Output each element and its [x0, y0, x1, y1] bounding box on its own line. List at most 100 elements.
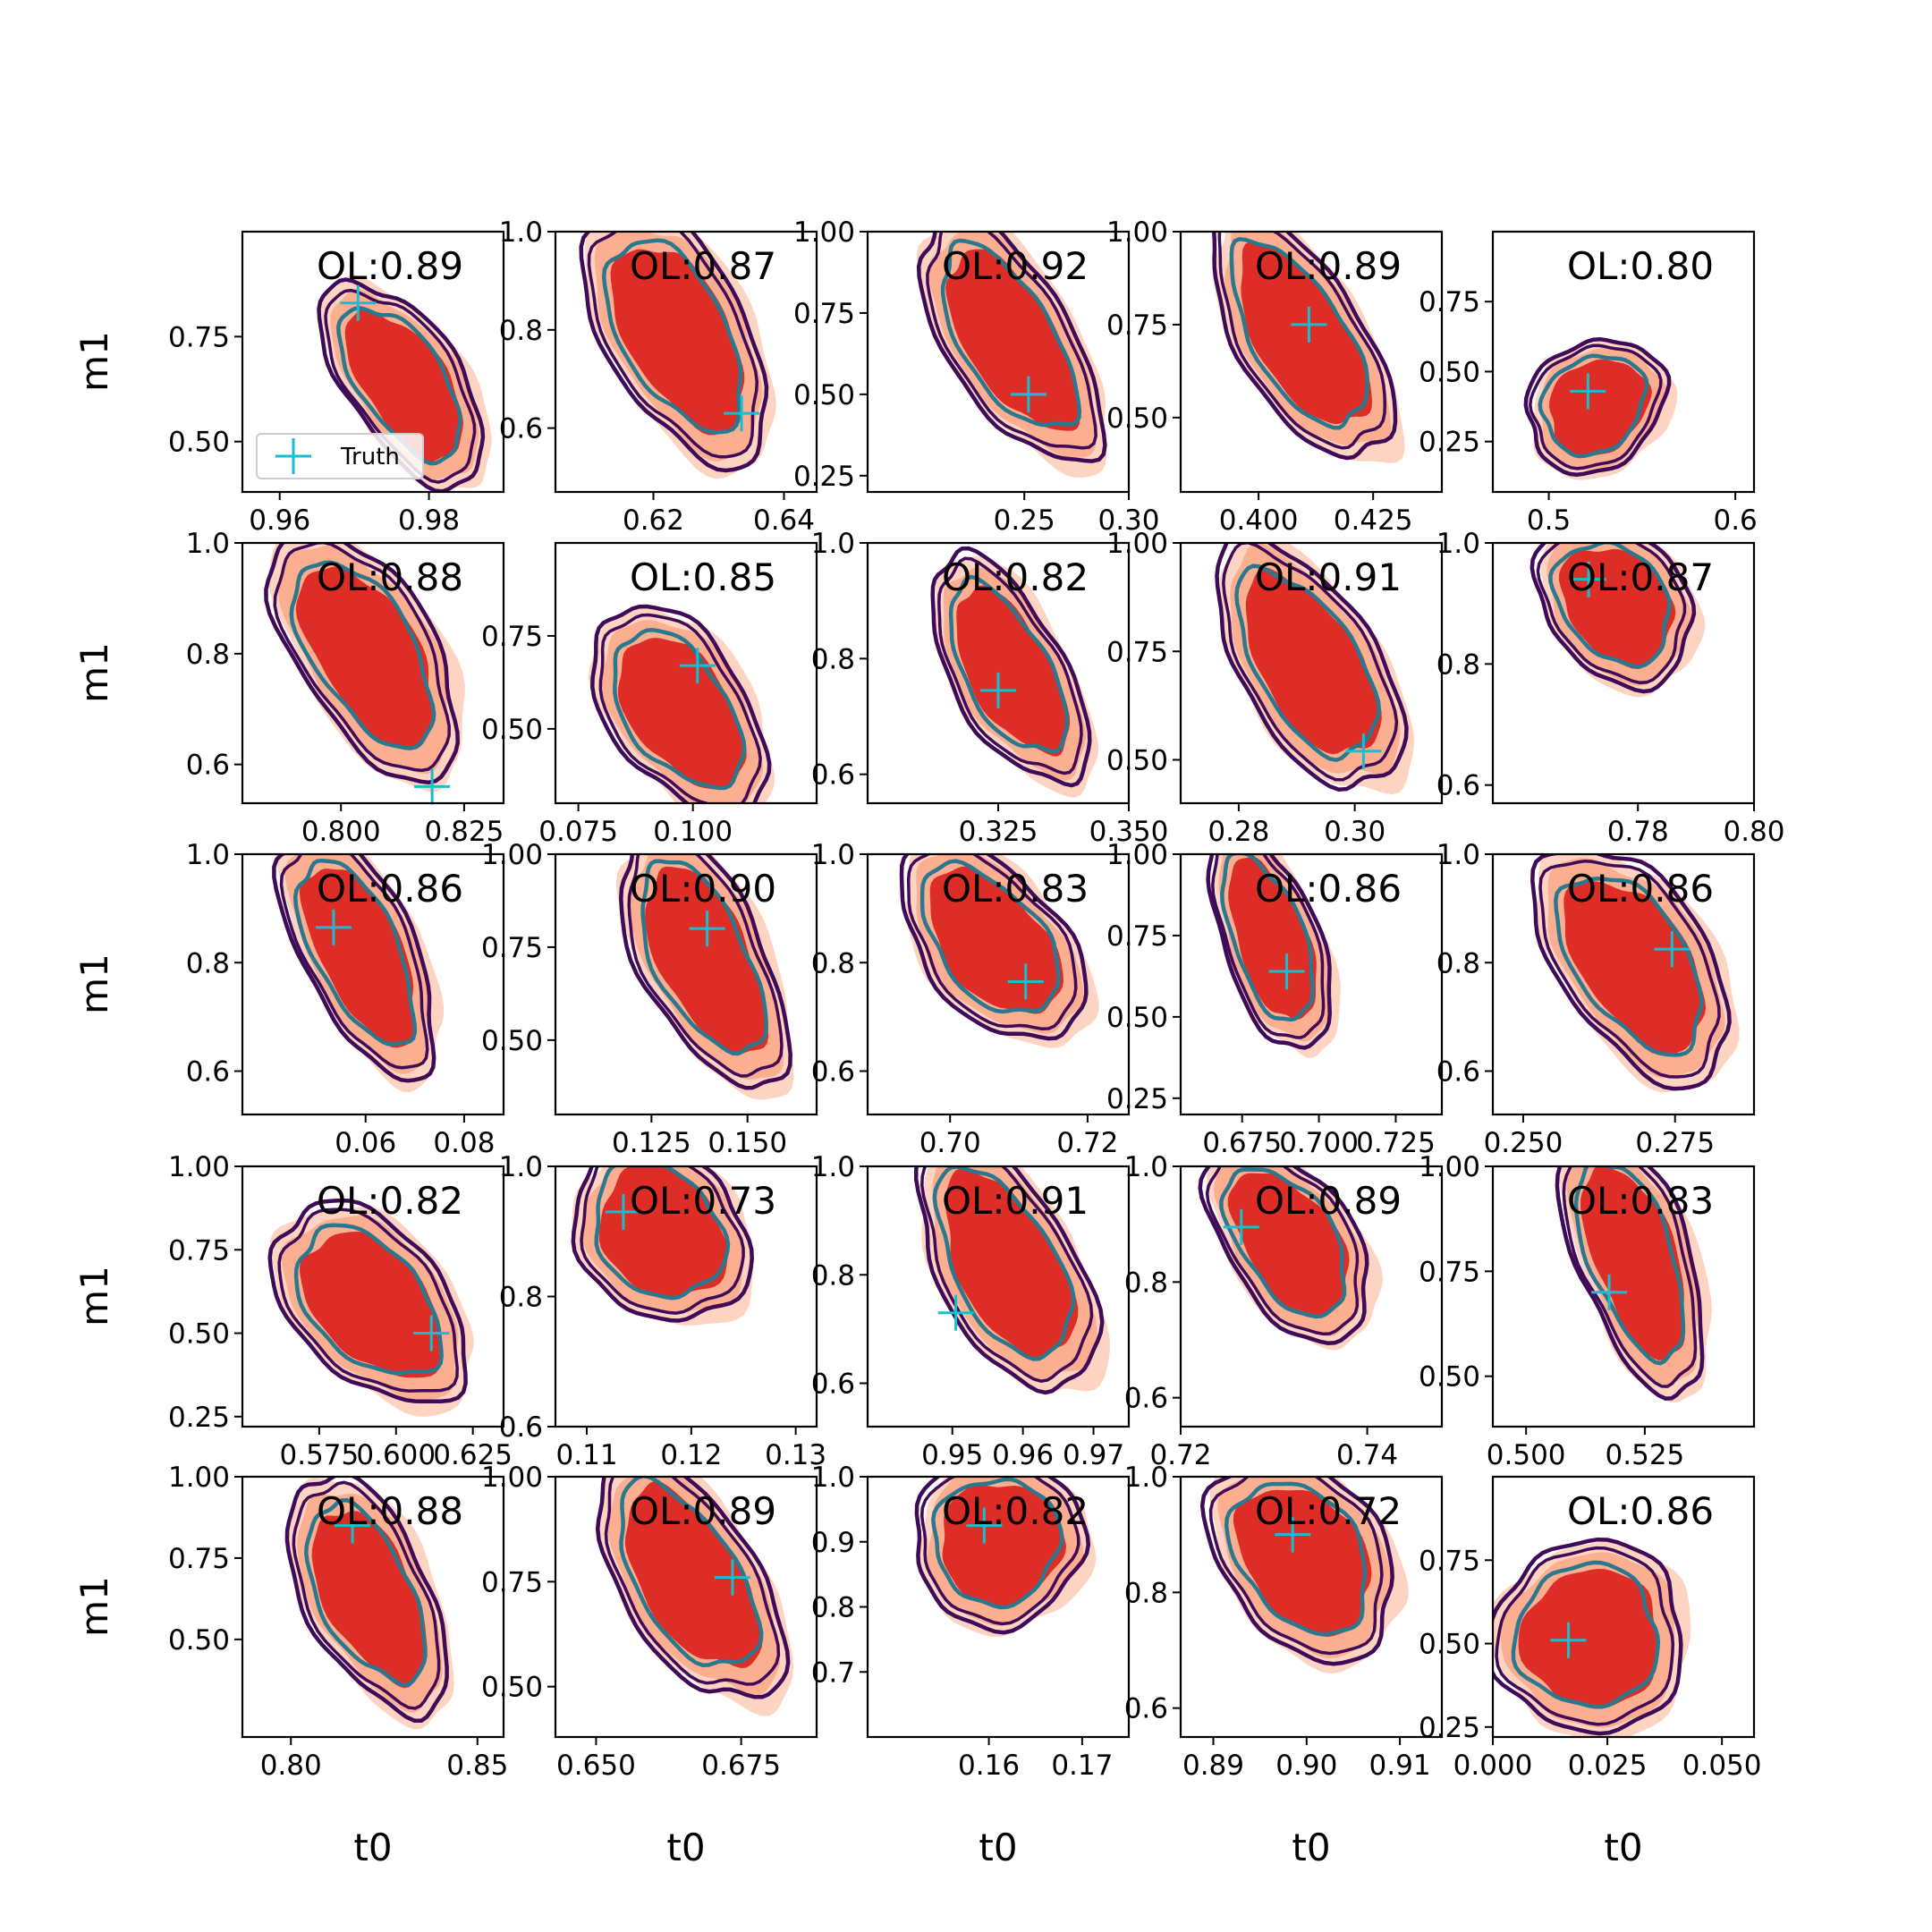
x-tick-label: 0.11: [556, 1439, 618, 1471]
contour-middle: [1529, 343, 1663, 470]
contour-middle: [292, 1480, 441, 1710]
overlap-label: OL:0.91: [942, 1179, 1089, 1223]
overlap-label: OL:0.86: [317, 867, 463, 911]
fill-inner: [311, 1511, 428, 1689]
axes-frame: [554, 1475, 818, 1739]
contour-inner: [1573, 1166, 1686, 1366]
y-tick-label: 0.6: [1124, 1693, 1168, 1725]
contour-middle: [1562, 1166, 1698, 1388]
y-tick-label: 1.0: [811, 1151, 855, 1183]
x-tick-label: 0.17: [1051, 1750, 1113, 1782]
density-contours: [588, 604, 775, 803]
y-axis-label: m1: [72, 953, 116, 1014]
subplot-2: OL:0.87 0.62 0.64 0.6 0.8 1.0: [499, 216, 818, 537]
y-tick-label: 1.00: [793, 216, 855, 249]
density-contours: [317, 275, 492, 492]
contour-outer: [1199, 1477, 1394, 1666]
overlap-label: OL:0.82: [942, 555, 1089, 599]
x-tick-label: 0.600: [356, 1439, 436, 1471]
contour-inner: [304, 1497, 428, 1688]
contour-outer: [1530, 854, 1732, 1091]
overlap-label: OL:0.73: [630, 1179, 776, 1223]
density-contours: [913, 1166, 1110, 1395]
y-tick-label: 1.0: [811, 1462, 855, 1494]
axis-labels: m1 m1 m1 m1 m1 t0 t0 t0 t0 t0: [72, 331, 1643, 1869]
axes-frame: [866, 230, 1131, 494]
y-tick-label: 0.75: [481, 621, 543, 653]
x-tick-label: 0.500: [1487, 1439, 1566, 1471]
legend: Truth: [256, 433, 424, 479]
density-contours: [1215, 543, 1415, 795]
y-tick-label: 0.8: [1124, 1577, 1168, 1609]
y-tick-label: 1.0: [186, 839, 230, 871]
x-tick-label: 0.72: [1056, 1127, 1118, 1159]
x-tick-label: 0.95: [921, 1439, 983, 1471]
density-contours: [615, 854, 794, 1100]
overlap-label: OL:0.89: [317, 244, 463, 288]
contour-outer: [1523, 336, 1672, 477]
x-tick-label: 0.275: [1635, 1127, 1715, 1159]
x-tick-label: 0.98: [398, 504, 460, 537]
subplot-5: OL:0.80 0.5 0.6 0.25 0.50 0.75: [1419, 230, 1758, 537]
contour-middle: [604, 1477, 781, 1686]
overlap-label: OL:0.86: [1567, 867, 1714, 911]
contour-inner: [1220, 854, 1315, 1022]
truth-marker: [1550, 1622, 1587, 1658]
truth-marker: [605, 1193, 641, 1230]
subplot-15: OL:0.86 0.250 0.275 0.6 0.8 1.0: [1436, 839, 1756, 1159]
contour-middle: [598, 613, 762, 803]
x-tick-label: 0.80: [260, 1750, 322, 1782]
density-contours: [899, 854, 1099, 1048]
fill-inner: [617, 638, 747, 790]
y-tick-label: 1.0: [811, 839, 855, 871]
density-contours: [272, 854, 445, 1093]
contour-middle: [1222, 543, 1399, 782]
contour-outer: [317, 277, 486, 492]
fill-inner: [300, 1231, 440, 1378]
contour-inner: [336, 306, 462, 466]
axes-frame: [241, 230, 505, 494]
contour-inner: [1548, 543, 1672, 669]
x-tick-label: 0.25: [994, 504, 1055, 537]
x-tick-label: 0.30: [1097, 504, 1159, 537]
axes-frame: [866, 852, 1131, 1116]
density-contours: [284, 1477, 454, 1730]
y-tick-label: 1.0: [499, 216, 543, 249]
y-tick-label: 0.50: [168, 427, 230, 459]
fill-inner: [624, 1480, 763, 1668]
legend-box: [256, 433, 424, 479]
x-tick-label: 0.575: [280, 1439, 360, 1471]
subplot-7: OL:0.85 0.075 0.100 0.50 0.75: [481, 541, 818, 848]
contour-outer: [1215, 543, 1409, 792]
y-axis-label: m1: [72, 1576, 116, 1637]
truth-marker: [1570, 373, 1606, 410]
truth-marker: [1571, 561, 1607, 597]
density-contours: [264, 543, 465, 792]
y-tick-label: 0.50: [481, 1025, 543, 1057]
y-tick-label: 0.6: [1124, 1383, 1168, 1415]
density-contours: [579, 232, 776, 479]
overlap-label: OL:0.86: [1255, 867, 1402, 911]
contour-outer: [913, 1166, 1105, 1395]
y-tick-label: 0.8: [1436, 648, 1480, 681]
y-tick-label: 1.0: [811, 528, 855, 560]
density-contours: [571, 1166, 754, 1326]
contour-middle: [279, 854, 429, 1070]
density-contours: [1199, 1477, 1409, 1674]
x-tick-label: 0.250: [1484, 1127, 1563, 1159]
density-contours: [930, 546, 1099, 798]
y-tick-label: 0.75: [793, 298, 855, 330]
subplot-8: OL:0.82 0.325 0.350 0.6 0.8 1.0: [811, 528, 1169, 848]
panel-grid: OL:0.89 0.96 0.98 0.50 0.75 Truth OL:0.87 0.62 0…: [168, 216, 1785, 1782]
x-tick-label: 0.96: [992, 1439, 1054, 1471]
contour-outer: [1493, 1537, 1683, 1736]
x-tick-label: 0.64: [753, 504, 815, 537]
x-tick-label: 0.74: [1336, 1439, 1398, 1471]
truth-marker: [1275, 1516, 1311, 1553]
y-tick-label: 1.0: [499, 1151, 543, 1183]
overlap-label: OL:0.89: [630, 1489, 776, 1533]
overlap-label: OL:0.89: [1255, 1179, 1402, 1223]
y-tick-label: 0.50: [1419, 356, 1480, 388]
density-contours: [1530, 543, 1706, 698]
y-tick-label: 0.75: [481, 1566, 543, 1598]
